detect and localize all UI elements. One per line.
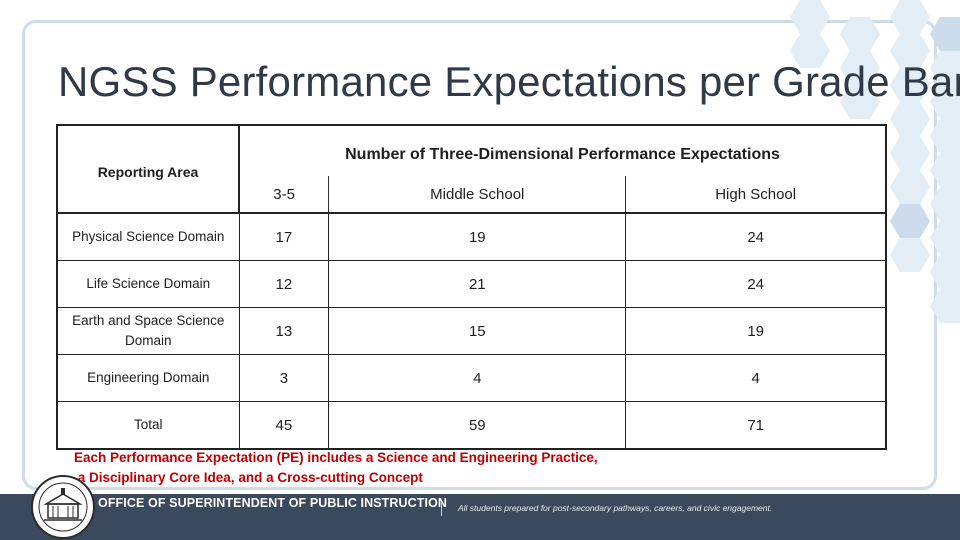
cell-value: 59 (328, 401, 627, 450)
row-label: Life Science Domain (56, 260, 240, 308)
state-seal-icon (31, 475, 95, 539)
row-label: Earth and Space Science Domain (56, 307, 240, 355)
cell-value: 4 (328, 354, 627, 402)
pe-note: Each Performance Expectation (PE) includ… (74, 448, 598, 488)
table-row: Life Science Domain 12 21 24 (56, 260, 888, 308)
reporting-area-header: Reporting Area (56, 124, 240, 214)
cell-value: 17 (239, 212, 330, 261)
footer-bar (0, 494, 960, 540)
row-label: Physical Science Domain (56, 212, 240, 261)
performance-expectations-table: Reporting Area Number of Three-Dimension… (56, 124, 888, 450)
table-row-total: Total 45 59 71 (56, 401, 888, 450)
pe-note-line-1: Each Performance Expectation (PE) includ… (74, 450, 598, 465)
pe-count-header: Number of Three-Dimensional Performance … (239, 124, 887, 176)
page-title: NGSS Performance Expectations per Grade … (58, 58, 960, 105)
table-header-row: Reporting Area Number of Three-Dimension… (56, 124, 887, 214)
row-label: Engineering Domain (56, 354, 240, 402)
pe-note-line-2: a Disciplinary Core Idea, and a Cross-cu… (74, 470, 423, 485)
cell-value: 45 (239, 401, 330, 450)
cell-value: 71 (625, 401, 888, 450)
cell-value: 12 (239, 260, 330, 308)
grade-band-header-row: 3-5 Middle School High School (57, 176, 888, 214)
column-header-middle-school: Middle School (328, 176, 627, 214)
office-name: OFFICE OF SUPERINTENDENT OF PUBLIC INSTR… (98, 496, 448, 510)
footer-tagline: All students prepared for post-secondary… (458, 503, 773, 513)
cell-value: 13 (239, 307, 330, 355)
table-row: Engineering Domain 3 4 4 (56, 354, 888, 402)
table-row: Earth and Space Science Domain 13 15 19 (56, 307, 888, 355)
footer-separator (441, 502, 442, 516)
table-row: Physical Science Domain 17 19 24 (56, 212, 888, 261)
cell-value: 24 (625, 260, 888, 308)
cell-value: 15 (328, 307, 627, 355)
cell-value: 21 (328, 260, 627, 308)
cell-value: 3 (239, 354, 330, 402)
column-header-3-5: 3-5 (239, 176, 330, 214)
cell-value: 19 (328, 212, 627, 261)
column-header-high-school: High School (625, 176, 888, 214)
cell-value: 24 (625, 212, 888, 261)
cell-value: 4 (625, 354, 888, 402)
cell-value: 19 (625, 307, 888, 355)
hexagon-pattern (790, 0, 960, 323)
row-label: Total (56, 401, 240, 450)
